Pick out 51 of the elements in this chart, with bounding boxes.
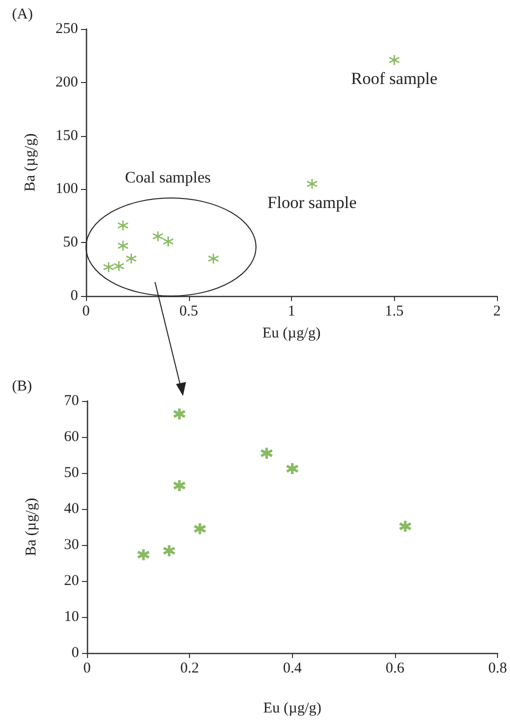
- text: (B): [12, 378, 32, 394]
- x-tick-label: 0.5: [179, 304, 198, 320]
- x-tick-label: 0: [82, 304, 90, 320]
- x-axis-title: Eu (µg/g): [262, 326, 321, 342]
- y-tick-label: 100: [56, 181, 78, 198]
- y-tick-label: 40: [64, 501, 79, 517]
- y-tick-label: 50: [63, 234, 78, 251]
- x-tick-label: 0.4: [282, 660, 302, 676]
- y-tick-label: 60: [64, 429, 79, 445]
- x-tick-label: 0.8: [488, 660, 507, 676]
- x-axis-title: Eu (µg/g): [263, 700, 322, 716]
- point: [117, 220, 129, 232]
- y-tick-label: 50: [64, 465, 79, 481]
- point: [162, 236, 174, 248]
- point: [136, 548, 150, 562]
- annotation: Floor sample: [267, 192, 357, 212]
- y-axis-title: Ba (µg/g): [22, 133, 38, 192]
- text: (A): [12, 6, 33, 22]
- x-tick-label: 0.2: [180, 660, 200, 676]
- y-tick-label: 20: [64, 573, 79, 589]
- point: [126, 252, 137, 264]
- point: [398, 519, 412, 534]
- point: [102, 261, 114, 273]
- annotation: Roof sample: [351, 68, 438, 88]
- y-tick-label: 30: [64, 537, 79, 553]
- point: [286, 462, 300, 476]
- x-tick-label: 1: [288, 304, 296, 320]
- y-tick-label: 70: [64, 393, 79, 409]
- point: [117, 240, 129, 252]
- y-tick-label: 0: [70, 288, 78, 304]
- y-axis-title: Ba (µg/g): [24, 498, 40, 556]
- y-tick-label: 200: [56, 74, 78, 90]
- point: [172, 478, 186, 492]
- point: [172, 407, 186, 421]
- x-tick-label: 1.5: [384, 304, 404, 320]
- x-tick-label: 0.6: [386, 660, 405, 676]
- point: [208, 252, 220, 264]
- annotation: Coal samples: [125, 170, 211, 186]
- point: [193, 522, 207, 536]
- y-tick-label: 0: [72, 645, 79, 661]
- y-tick-label: 10: [64, 609, 79, 625]
- x-tick-label: 0: [83, 660, 91, 676]
- point: [388, 54, 400, 66]
- point: [162, 544, 176, 558]
- y-tick-label: 150: [56, 128, 78, 144]
- point: [260, 446, 274, 460]
- point: [113, 260, 125, 272]
- point: [152, 230, 164, 242]
- point: [306, 178, 318, 190]
- y-tick-label: 250: [56, 21, 78, 37]
- x-tick-label: 2: [493, 304, 501, 320]
